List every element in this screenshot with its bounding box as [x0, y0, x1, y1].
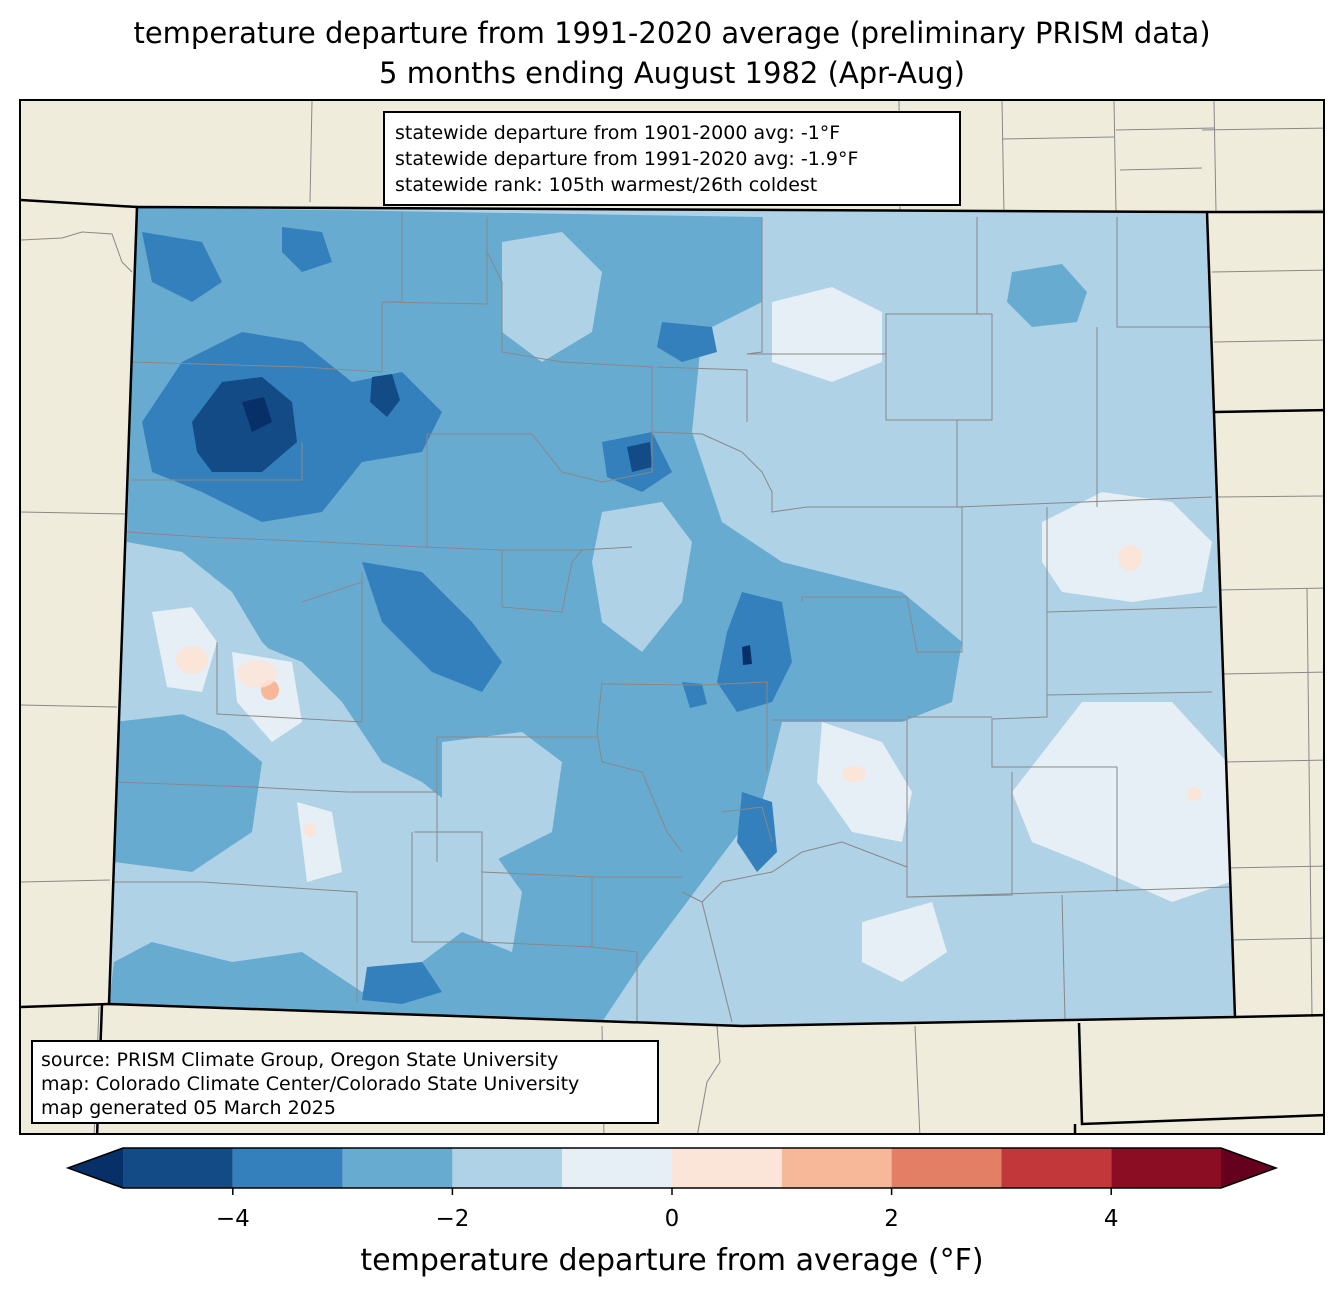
colorbar-bin: [672, 1148, 782, 1188]
colorbar-bin: [123, 1148, 233, 1188]
colorbar-bin: [1001, 1148, 1112, 1188]
map-title-line-2: 5 months ending August 1982 (Apr-Aug): [379, 56, 965, 90]
stats-departure-1901-2000: statewide departure from 1901-2000 avg: …: [395, 122, 841, 144]
colorbar-tick-label: −4: [215, 1206, 250, 1232]
colorbar-tick-label: 0: [664, 1206, 680, 1232]
colorbar-tick-label: 2: [884, 1206, 899, 1232]
colorbar-bin: [891, 1148, 1002, 1188]
county-lines: [113, 212, 1231, 1023]
colorbar-label: temperature departure from average (°F): [360, 1243, 984, 1278]
map-credit-line: map: Colorado Climate Center/Colorado St…: [41, 1073, 580, 1095]
colorbar-bin: [562, 1148, 672, 1188]
colorbar-over-arrow: [1221, 1148, 1276, 1188]
statewide-stats-box: statewide departure from 1901-2000 avg: …: [383, 111, 961, 206]
colorado-outline: [107, 205, 1237, 1028]
colorbar: [65, 1147, 1279, 1195]
source-line: source: PRISM Climate Group, Oregon Stat…: [41, 1049, 559, 1071]
colorbar-bin: [452, 1148, 563, 1188]
colorbar-bin: [232, 1148, 343, 1188]
source-box: source: PRISM Climate Group, Oregon Stat…: [31, 1040, 659, 1124]
colorbar-bin: [1111, 1148, 1221, 1188]
state-borders: [21, 198, 1323, 1133]
map-title-line-1: temperature departure from 1991-2020 ave…: [133, 16, 1211, 50]
stats-departure-1991-2020: statewide departure from 1991-2020 avg: …: [395, 148, 859, 170]
colorbar-tick-label: −2: [435, 1206, 470, 1232]
temperature-field: [109, 207, 1235, 1026]
colorbar-outline: [65, 1147, 1279, 1189]
generated-date-line: map generated 05 March 2025: [41, 1097, 336, 1119]
map-canvas: [21, 101, 1323, 1133]
colorbar-bin: [781, 1148, 892, 1188]
colorbar-under-arrow: [68, 1148, 123, 1188]
colorbar-tick-label: 4: [1103, 1206, 1119, 1232]
colorbar-bin: [342, 1148, 453, 1188]
map-panel: [19, 99, 1325, 1135]
stats-rank: statewide rank: 105th warmest/26th colde…: [395, 174, 818, 196]
